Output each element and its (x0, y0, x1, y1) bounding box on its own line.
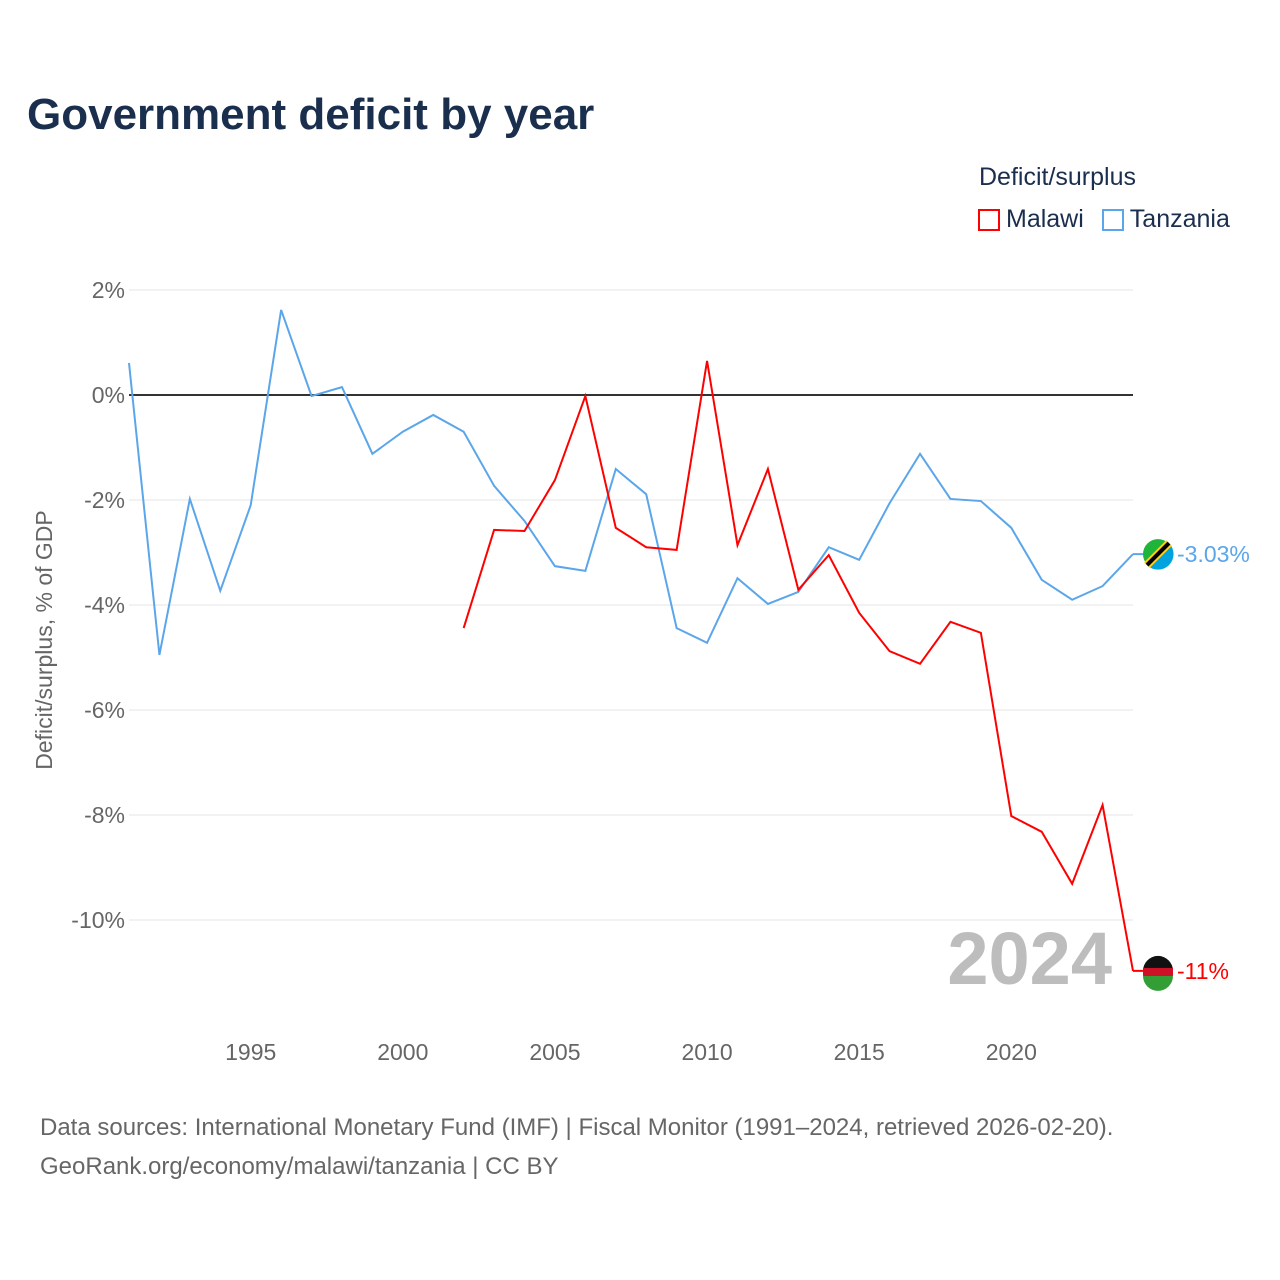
series-line-tanzania (128, 309, 1134, 656)
x-tick-label: 2005 (529, 1039, 580, 1065)
source-line-1: Data sources: International Monetary Fun… (40, 1114, 1114, 1141)
x-tick-label: 1995 (225, 1039, 276, 1065)
chart-title: Government deficit by year (27, 90, 595, 139)
y-tick-label: 2% (92, 277, 125, 303)
source-note: Data sources: International Monetary Fun… (40, 1108, 1113, 1186)
flag-stripe (1143, 975, 1174, 991)
legend-title: Deficit/surplus (979, 163, 1136, 191)
x-tick-label: 2010 (681, 1039, 732, 1065)
legend-swatch-malawi (978, 208, 1000, 231)
y-tick-label: -10% (71, 907, 125, 933)
series-line-malawi (462, 360, 1134, 972)
flag-stripe (1145, 541, 1171, 567)
flag-stripe (1143, 967, 1173, 976)
y-tick-label: -2% (84, 487, 125, 513)
y-axis-label: Deficit/surplus, % of GDP (31, 510, 57, 769)
x-tick-label: 2000 (377, 1039, 428, 1065)
y-tick-label: -6% (84, 697, 125, 723)
end-value-label: -11% (1177, 958, 1229, 984)
legend-swatch-tanzania (1101, 208, 1124, 231)
legend-item-tanzania[interactable]: Tanzania (1101, 205, 1230, 234)
legend-label: Malawi (1006, 205, 1084, 233)
y-tick-label: -8% (84, 802, 125, 828)
source-line-2[interactable]: GeoRank.org/economy/malawi/tanzania | CC… (40, 1153, 559, 1180)
end-value-label: -3.03% (1177, 541, 1250, 567)
y-tick-label: 0% (92, 382, 125, 408)
year-watermark: 2024 (947, 917, 1112, 1000)
legend: Malawi Tanzania (978, 205, 1230, 234)
legend-label: Tanzania (1129, 205, 1230, 233)
legend-item-malawi[interactable]: Malawi (978, 205, 1084, 234)
x-tick-label: 2020 (986, 1039, 1037, 1065)
y-tick-label: -4% (84, 592, 125, 618)
x-tick-label: 2015 (834, 1039, 885, 1065)
